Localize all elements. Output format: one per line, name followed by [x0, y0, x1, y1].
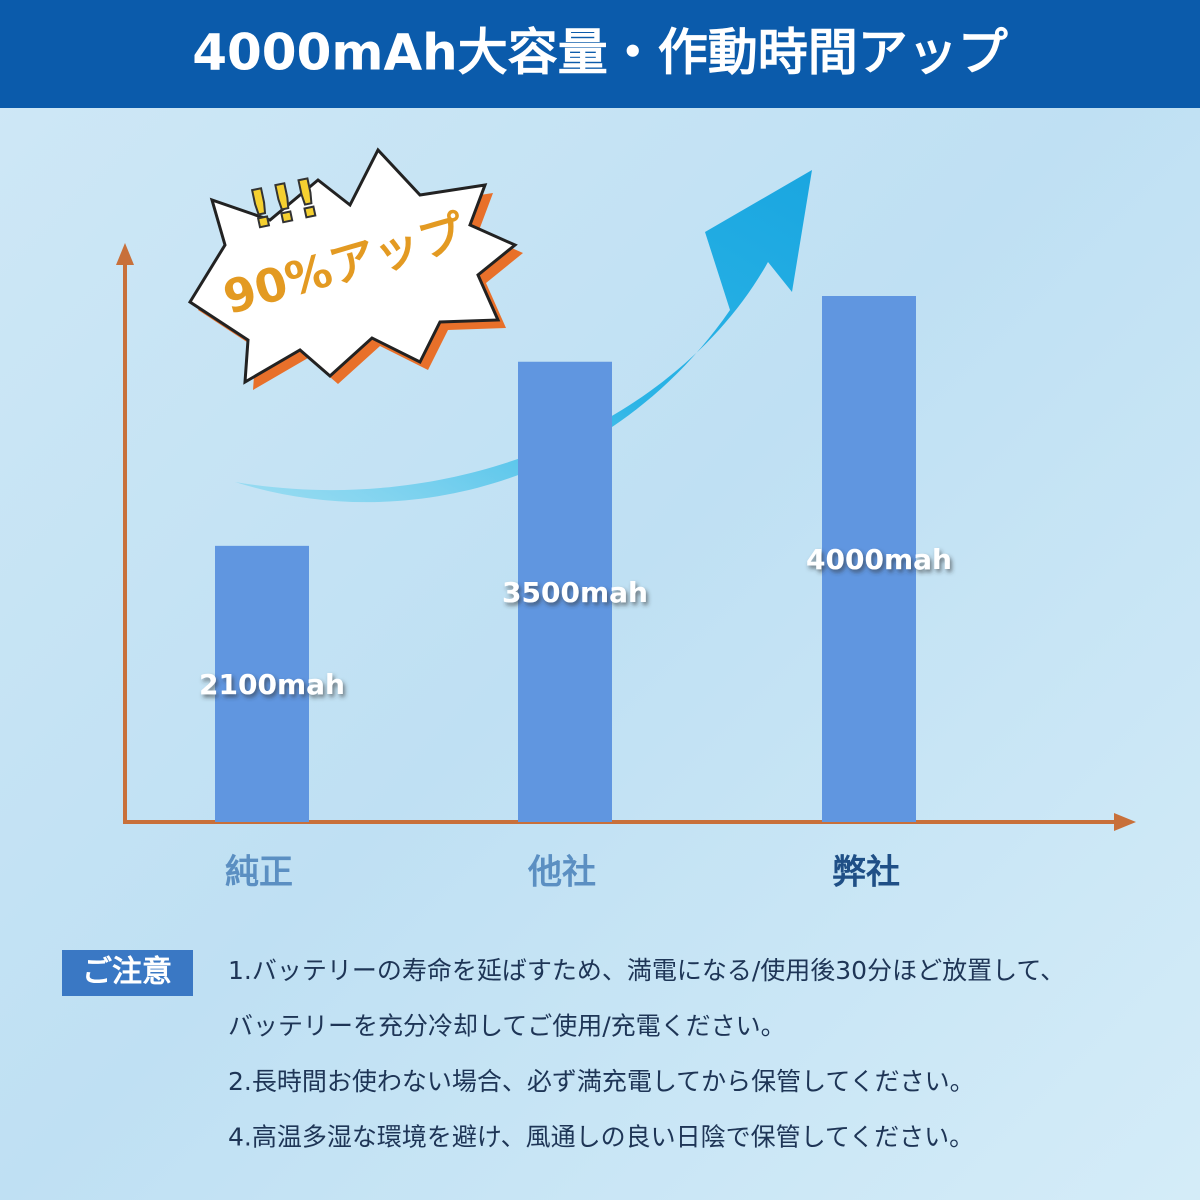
notes-label-box [62, 950, 193, 996]
bar [518, 361, 612, 822]
bar [822, 296, 916, 822]
x-tick-label: 他社 [527, 853, 596, 893]
header-band [0, 0, 1200, 108]
x-tick-label: 純正 [225, 853, 293, 893]
burst [187, 147, 523, 390]
title: 4000mAh大容量・作動時間アップ [192, 24, 1008, 82]
value-label: 2100mah [199, 668, 345, 701]
exclamation: !!! [243, 168, 325, 241]
value-label: 3500mah [502, 576, 648, 609]
bar [215, 545, 309, 822]
note-line: バッテリーを充分冷却してご使用/充電ください。 [228, 1012, 786, 1041]
note-line: 4.高温多湿な環境を避け、風通しの良い日陰で保管してください。 [228, 1123, 974, 1152]
notes-label: ご注意 [82, 955, 172, 990]
note-line: 2.長時間お使わない場合、必ず満充電してから保管してください。 [228, 1067, 975, 1096]
x-axis-arrow [1114, 813, 1136, 831]
x-tick-label: 弊社 [832, 853, 900, 893]
value-label: 4000mah [806, 543, 952, 576]
y-axis-arrow [116, 243, 134, 265]
note-line: 1.バッテリーの寿命を延ばすため、満電になる/使用後30分ほど放置して、 [228, 956, 1065, 985]
